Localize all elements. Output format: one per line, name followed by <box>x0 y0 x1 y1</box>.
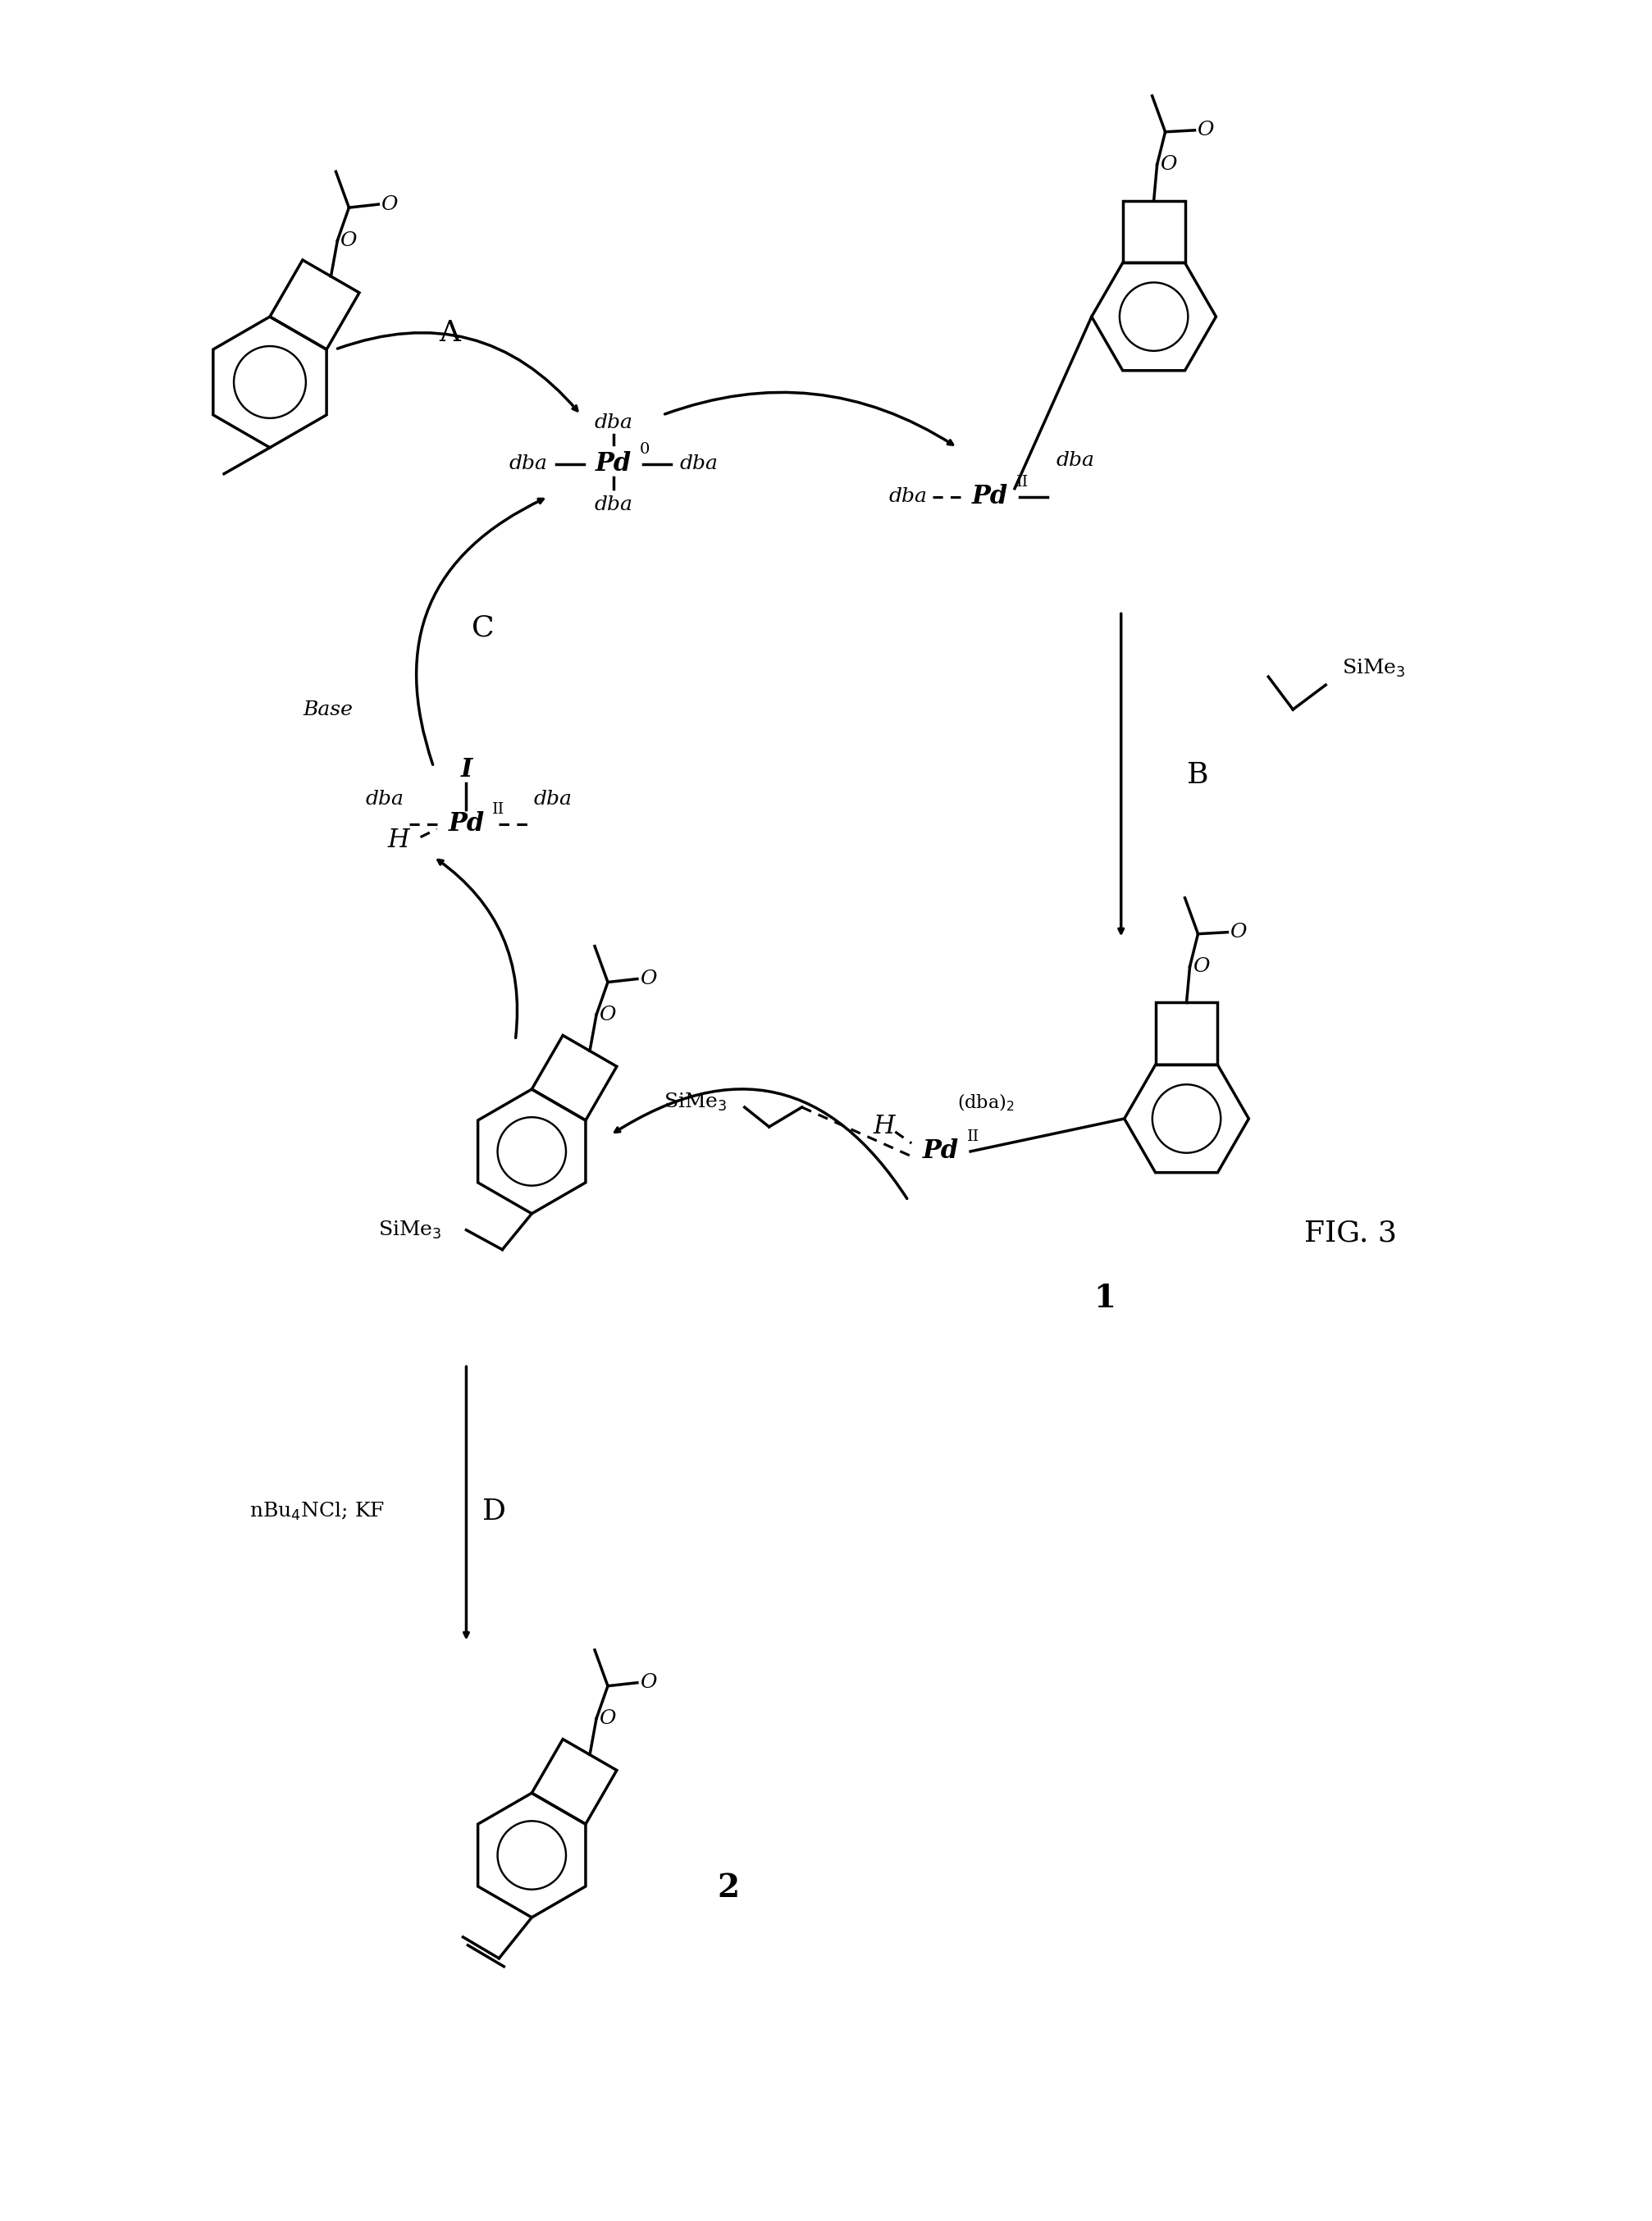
Text: 1: 1 <box>1094 1284 1115 1315</box>
Text: dba: dba <box>534 791 572 808</box>
Text: II: II <box>1016 475 1028 489</box>
Text: O: O <box>598 1006 615 1024</box>
Text: O: O <box>380 195 398 213</box>
Text: dba: dba <box>595 413 633 433</box>
Text: dba: dba <box>889 486 927 506</box>
Text: dba: dba <box>1056 451 1094 471</box>
Text: II: II <box>966 1128 980 1144</box>
Text: D: D <box>482 1497 506 1526</box>
Text: Base: Base <box>302 700 352 720</box>
Text: (dba)$_2$: (dba)$_2$ <box>957 1093 1014 1113</box>
Text: A: A <box>439 320 461 346</box>
Text: 0: 0 <box>639 442 649 458</box>
Text: Pd: Pd <box>595 451 631 478</box>
Text: Pd: Pd <box>971 484 1008 509</box>
Text: O: O <box>1191 957 1209 975</box>
Text: SiMe$_3$: SiMe$_3$ <box>378 1219 441 1242</box>
Text: dba: dba <box>679 455 717 473</box>
Text: B: B <box>1186 762 1208 788</box>
Text: O: O <box>598 1710 615 1728</box>
Text: 2: 2 <box>717 1872 738 1903</box>
Text: Pd: Pd <box>448 811 484 837</box>
Text: O: O <box>639 1672 656 1692</box>
Text: dba: dba <box>365 791 403 808</box>
Text: II: II <box>492 802 506 817</box>
Text: SiMe$_3$: SiMe$_3$ <box>1341 657 1404 680</box>
Text: O: O <box>1160 155 1176 173</box>
Text: O: O <box>1196 120 1213 140</box>
Text: dba: dba <box>509 455 547 473</box>
Text: C: C <box>471 613 494 642</box>
Text: O: O <box>1229 922 1246 942</box>
Text: H: H <box>872 1115 894 1139</box>
Text: O: O <box>639 968 656 988</box>
Text: dba: dba <box>595 495 633 515</box>
Text: Pd: Pd <box>922 1139 958 1164</box>
Text: H: H <box>387 828 408 853</box>
Text: O: O <box>340 231 357 249</box>
Text: nBu$_4$NCl; KF: nBu$_4$NCl; KF <box>249 1501 385 1521</box>
Text: SiMe$_3$: SiMe$_3$ <box>664 1091 727 1113</box>
Text: I: I <box>461 757 472 782</box>
Text: FIG. 3: FIG. 3 <box>1303 1219 1396 1248</box>
